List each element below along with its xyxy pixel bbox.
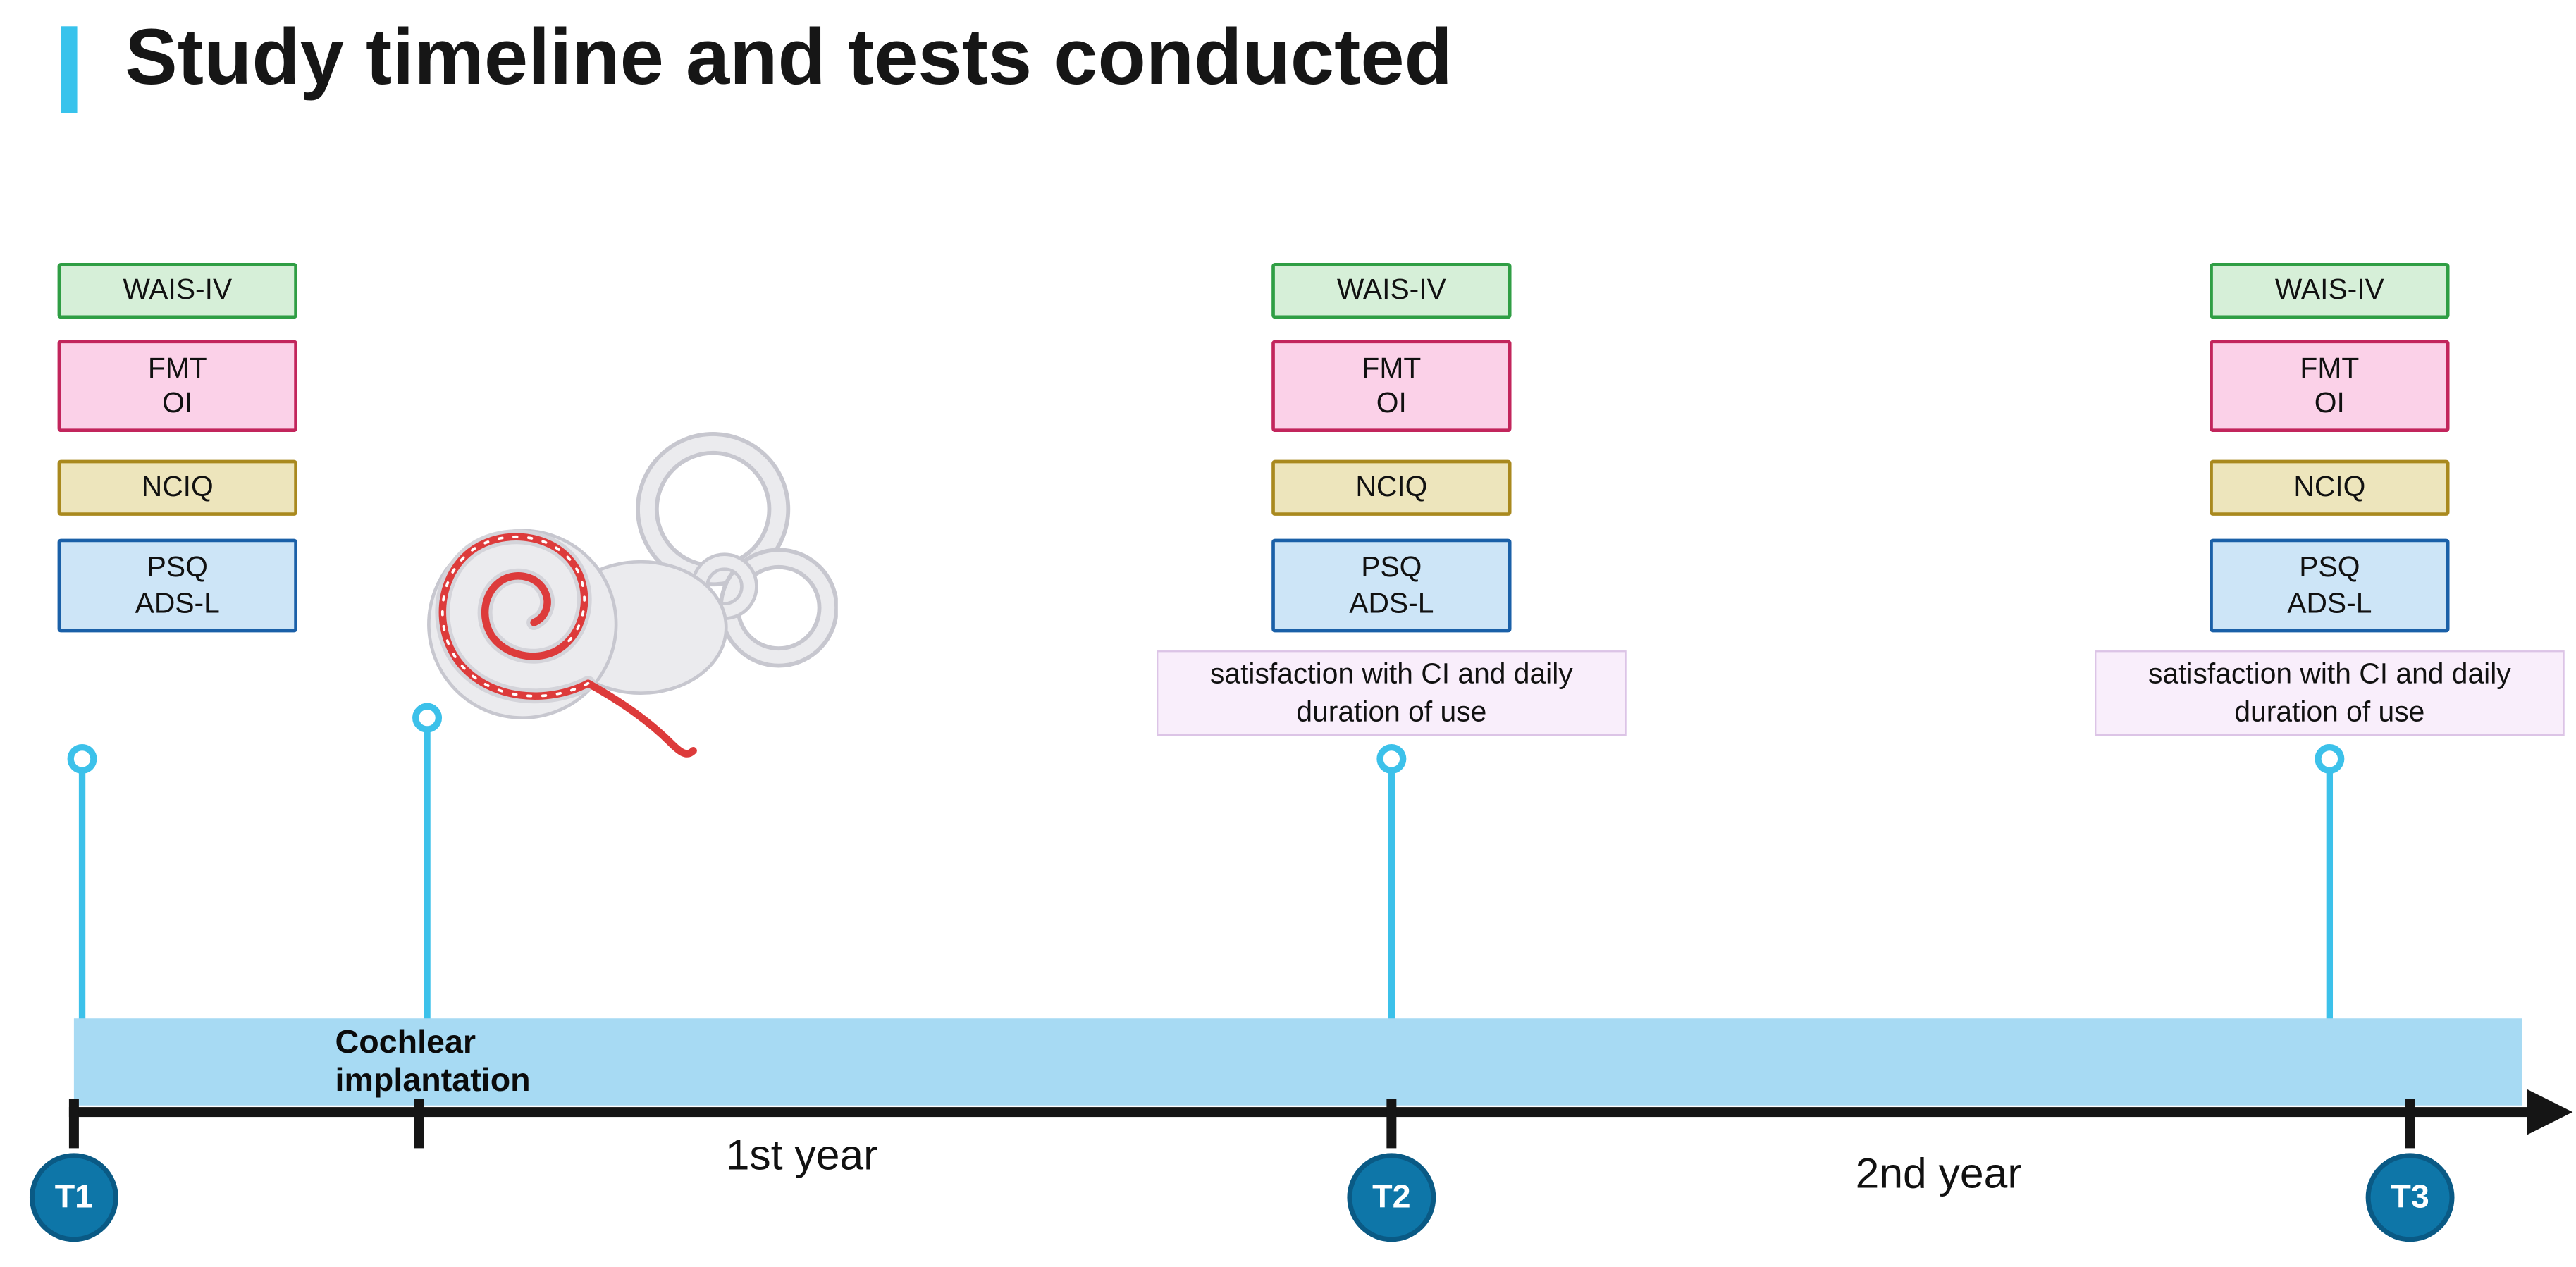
year1-label: 1st year [725,1130,878,1180]
timeline-stem-t3 [2325,770,2334,1022]
timeline-stem-t1 [78,770,86,1022]
timeline-tick-t3 [2405,1099,2415,1149]
test-box-psq-t1: PSQ ADS-L [57,538,297,633]
timeline-stem-t2 [1387,770,1395,1022]
test-box-label: WAIS-IV [123,273,233,307]
timeline-tick-implantation [414,1099,424,1149]
test-box-label: NCIQ [2293,470,2366,504]
test-box-wais-t1: WAIS-IV [57,262,297,319]
test-box-wais-t2: WAIS-IV [1271,262,1512,319]
test-box-label: NCIQ [1355,470,1428,504]
test-box-psq-t3: PSQ ADS-L [2210,538,2450,633]
timeline-tick-t1 [68,1099,78,1149]
test-box-nciq-t2: NCIQ [1271,459,1512,516]
satisfaction-note-label: satisfaction with CI and daily duration … [2148,657,2511,728]
test-box-label: ADS-L [135,586,220,619]
timeline-stem-dot-t3 [2315,743,2345,774]
timeline-stem-implantation [423,729,431,1022]
test-box-label: OI [2314,385,2345,419]
test-box-nciq-t1: NCIQ [57,459,297,516]
test-box-fmt-t2: FMT OI [1271,340,1512,433]
test-box-label: FMT [147,351,207,384]
cochlea-implant-illustration [427,432,838,758]
test-box-label: ADS-L [2287,586,2372,619]
title-accent-bar [61,26,78,113]
test-box-label: ADS-L [1349,586,1434,619]
satisfaction-note-label: satisfaction with CI and daily duration … [1210,657,1573,728]
figure-title: Study timeline and tests conducted [125,14,1453,102]
timeline-stem-dot-implantation [412,703,443,733]
test-box-label: WAIS-IV [1336,273,1446,307]
timepoint-badge-t3: T3 [2365,1153,2455,1242]
timepoint-badge-t1: T1 [29,1153,118,1242]
test-box-fmt-t1: FMT OI [57,340,297,433]
test-box-label: WAIS-IV [2274,273,2384,307]
test-box-fmt-t3: FMT OI [2210,340,2450,433]
satisfaction-note-t2: satisfaction with CI and daily duration … [1157,650,1627,736]
test-box-label: FMT [1362,351,1422,384]
timeline-band [73,1018,2522,1106]
timeline-stem-dot-t2 [1376,743,1407,774]
test-box-psq-t2: PSQ ADS-L [1271,538,1512,633]
test-box-label: OI [162,385,193,419]
timeline-tick-t2 [1386,1099,1396,1149]
test-box-wais-t3: WAIS-IV [2210,262,2450,319]
year2-label: 2nd year [1855,1148,2022,1198]
test-box-label: PSQ [1361,550,1422,583]
test-box-label: PSQ [147,550,208,583]
test-box-label: PSQ [2299,550,2360,583]
cochlear-implantation-label: Cochlear implantation [335,1025,531,1099]
test-box-label: NCIQ [141,470,214,504]
timeline-arrowhead-icon [2527,1089,2573,1135]
timeline-axis [68,1107,2530,1116]
satisfaction-note-t3: satisfaction with CI and daily duration … [2095,650,2565,736]
test-box-label: OI [1376,385,1407,419]
timepoint-badge-t2: T2 [1347,1153,1436,1242]
test-box-nciq-t3: NCIQ [2210,459,2450,516]
test-box-label: FMT [2300,351,2360,384]
timeline-stem-dot-t1 [67,743,97,774]
